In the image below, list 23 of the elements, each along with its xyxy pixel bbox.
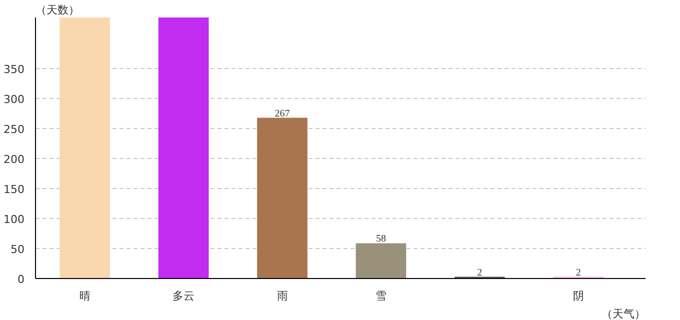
data-label: 58 [376,234,386,245]
y-tick-label: 200 [4,153,25,166]
data-label: 2 [576,267,581,278]
data-label: 267 [274,108,290,120]
y-tick-label: 150 [4,183,25,196]
y-tick-label: 300 [4,93,25,106]
y-tick-label: 250 [4,123,25,136]
y-tick-label: 0 [18,273,24,286]
y-tick-label: 100 [4,213,25,226]
bar [158,18,209,278]
bar [60,18,110,278]
x-tick-label: 晴 [79,290,90,302]
y-tick-label: 350 [4,63,25,76]
x-axis-title: （天气） [602,308,646,320]
bar [356,243,406,278]
x-tick-label: 多云 [172,290,195,302]
bar [257,118,308,278]
x-tick-label: 阴 [572,290,584,302]
y-tick-label: 50 [10,243,25,256]
y-axis-title: （天数） [36,4,80,16]
x-tick-label: 雨 [276,290,288,302]
x-tick-label: 雪 [375,290,386,302]
data-label: 2 [477,267,482,278]
